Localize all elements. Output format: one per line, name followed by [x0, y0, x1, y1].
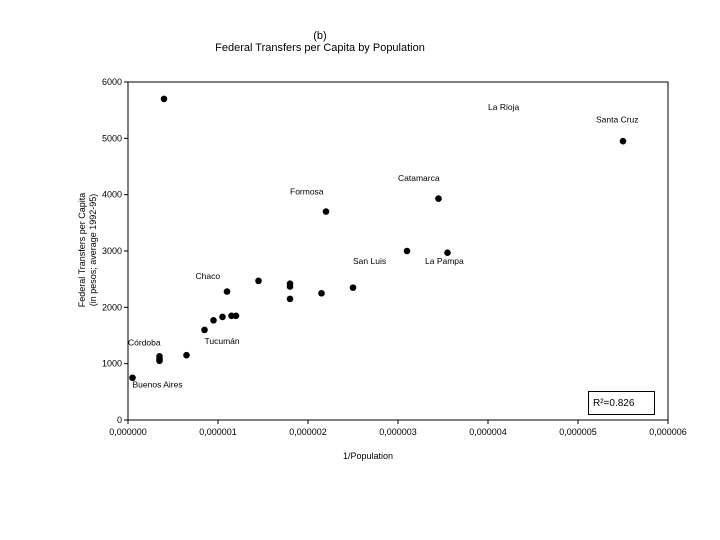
data-point: [255, 277, 262, 285]
data-point: [219, 313, 226, 321]
data-point: [183, 351, 190, 359]
data-point: [619, 137, 627, 145]
data-point: [210, 316, 217, 324]
data-point: [318, 289, 325, 297]
x-tick-label: 0,000004: [469, 427, 507, 437]
data-point: [201, 326, 208, 334]
point-label: La Rioja: [488, 102, 519, 112]
data-point: [444, 249, 451, 256]
point-label: La Pampa: [425, 256, 464, 266]
y-tick-label: 2000: [102, 302, 122, 312]
point-label: Catamarca: [398, 173, 440, 183]
plot-area-border: [127, 81, 669, 421]
point-label: Chaco: [196, 271, 221, 281]
data-point: [160, 95, 168, 103]
y-tick-label: 4000: [102, 190, 122, 200]
data-point: [403, 247, 411, 255]
data-point: [232, 312, 240, 320]
point-label: Santa Cruz: [596, 115, 639, 125]
data-point: [156, 357, 163, 365]
x-tick-label: 0,000005: [559, 427, 597, 437]
y-tick-label: 1000: [102, 359, 122, 369]
x-tick-label: 0,000006: [649, 427, 687, 437]
x-tick-label: 0,000002: [289, 427, 327, 437]
chart-title-line1: (b): [313, 30, 327, 42]
x-axis-label: 1/Population: [342, 451, 394, 461]
data-point: [435, 195, 442, 202]
data-point: [322, 208, 330, 215]
data-point: [349, 284, 357, 291]
y-tick-label: 6000: [102, 77, 122, 87]
y-tick-label: 3000: [102, 246, 122, 256]
y-tick-label: 5000: [102, 133, 122, 143]
point-label: Buenos Aires: [133, 379, 183, 389]
point-label: Tucumán: [205, 336, 240, 346]
point-label: San Luis: [353, 256, 386, 266]
x-tick-label: 0,000000: [109, 427, 147, 437]
r-squared-annotation: R²=0.826: [588, 391, 655, 415]
y-tick-label: 0: [117, 415, 122, 425]
data-point: [223, 288, 231, 295]
data-point: [286, 295, 294, 303]
point-label: Córdoba: [128, 338, 161, 348]
data-point: [129, 374, 136, 382]
point-label: Formosa: [290, 187, 324, 197]
data-point: [286, 283, 294, 290]
chart-title-line2: Federal Transfers per Capita by Populati…: [215, 42, 425, 54]
x-tick-label: 0,000001: [199, 427, 237, 437]
x-tick-label: 0,000003: [379, 427, 417, 437]
